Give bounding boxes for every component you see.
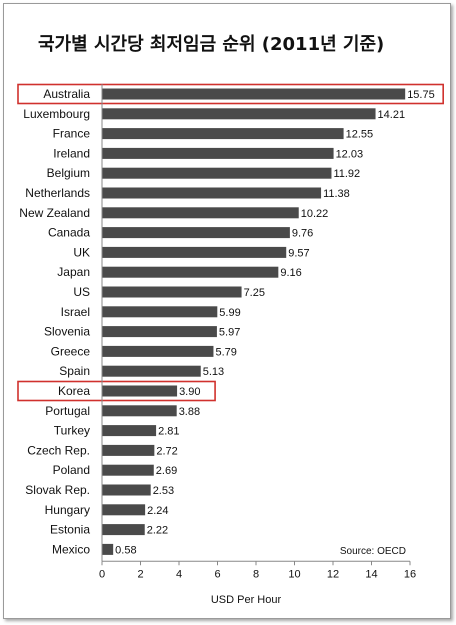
value-label: 3.90: [179, 386, 200, 398]
category-label: Belgium: [47, 166, 90, 180]
bar: [102, 227, 290, 239]
value-label: 15.75: [407, 89, 435, 101]
value-label: 3.88: [179, 406, 200, 418]
category-label: Hungary: [45, 503, 90, 517]
value-label: 0.58: [115, 544, 136, 556]
value-label: 11.92: [333, 168, 360, 180]
bar: [102, 444, 155, 456]
category-label: Turkey: [54, 424, 90, 438]
value-label: 2.22: [147, 525, 168, 537]
bar: [102, 326, 217, 338]
category-label: Luxembourg: [23, 107, 90, 121]
value-label: 7.25: [244, 287, 265, 299]
bar: [102, 504, 146, 516]
bar: [102, 345, 214, 357]
bar: [102, 543, 114, 555]
x-tick-label: 4: [176, 568, 182, 580]
bar: [102, 147, 334, 159]
category-label: Australia: [43, 87, 90, 101]
bar: [102, 365, 201, 377]
category-label: Japan: [57, 265, 90, 279]
category-label: Slovenia: [44, 325, 90, 339]
source-label: Source: OECD: [340, 546, 406, 557]
value-label: 2.24: [147, 505, 168, 517]
category-label: US: [73, 285, 90, 299]
x-tick-label: 2: [137, 568, 143, 580]
category-label: Portugal: [45, 404, 90, 418]
bar: [102, 167, 332, 179]
value-label: 9.76: [292, 228, 313, 240]
bar: [102, 187, 322, 199]
category-label: Slovak Rep.: [25, 483, 90, 497]
highlight-box: [17, 380, 216, 402]
category-label: Israel: [61, 305, 90, 319]
value-label: 2.72: [156, 445, 177, 457]
category-label: Estonia: [50, 523, 90, 537]
category-label: Spain: [59, 364, 90, 378]
bar: [102, 464, 154, 476]
category-label: Ireland: [53, 146, 90, 160]
category-label: Canada: [48, 226, 90, 240]
bar: [102, 128, 344, 140]
value-label: 9.57: [288, 247, 309, 259]
x-axis: 0 2 4 6 8 10 12 14 16: [99, 84, 416, 580]
value-label: 12.55: [346, 129, 374, 141]
value-label: 5.13: [203, 366, 224, 378]
value-label: 9.16: [280, 267, 301, 279]
bar: [102, 524, 145, 536]
category-label: Poland: [53, 463, 90, 477]
bar: [102, 108, 376, 120]
value-label: 5.79: [215, 346, 236, 358]
category-label: New Zealand: [19, 206, 90, 220]
category-label: Mexico: [52, 542, 90, 556]
bar: [102, 425, 157, 437]
x-tick-label: 6: [214, 568, 220, 580]
x-tick-label: 16: [404, 568, 416, 580]
category-label: France: [53, 127, 91, 141]
chart-title: 국가별 시간당 최저임금 순위 (2011년 기준): [38, 34, 385, 55]
bar: [102, 385, 178, 397]
value-label: 5.97: [219, 327, 240, 339]
chart-frame: [3, 3, 451, 619]
bar: [102, 306, 218, 318]
x-axis-title: USD Per Hour: [211, 594, 282, 606]
bar: [102, 286, 242, 298]
value-label: 2.69: [156, 465, 177, 477]
category-label: Netherlands: [25, 186, 90, 200]
x-tick-label: 14: [365, 568, 377, 580]
x-tick-label: 0: [99, 568, 105, 580]
value-label: 10.22: [301, 208, 329, 220]
bar: [102, 405, 177, 417]
bar: [102, 207, 299, 219]
highlight-box: [17, 83, 444, 105]
value-label: 2.53: [153, 485, 174, 497]
bars-layer: Australia 15.75 Luxembourg 14.21 France 12.55…: [17, 83, 444, 556]
x-tick-label: 8: [253, 568, 259, 580]
bar: [102, 88, 406, 100]
bar: [102, 266, 279, 278]
category-label: Greece: [51, 344, 91, 358]
x-tick-label: 12: [327, 568, 339, 580]
value-label: 14.21: [378, 109, 406, 121]
category-label: Korea: [58, 384, 90, 398]
value-label: 11.38: [323, 188, 350, 200]
value-label: 2.81: [158, 426, 179, 438]
bar: [102, 484, 151, 496]
x-tick-label: 10: [288, 568, 300, 580]
bar: [102, 246, 287, 258]
category-label: UK: [73, 245, 90, 259]
value-label: 12.03: [336, 148, 364, 160]
category-label: Czech Rep.: [27, 443, 90, 457]
value-label: 5.99: [219, 307, 240, 319]
